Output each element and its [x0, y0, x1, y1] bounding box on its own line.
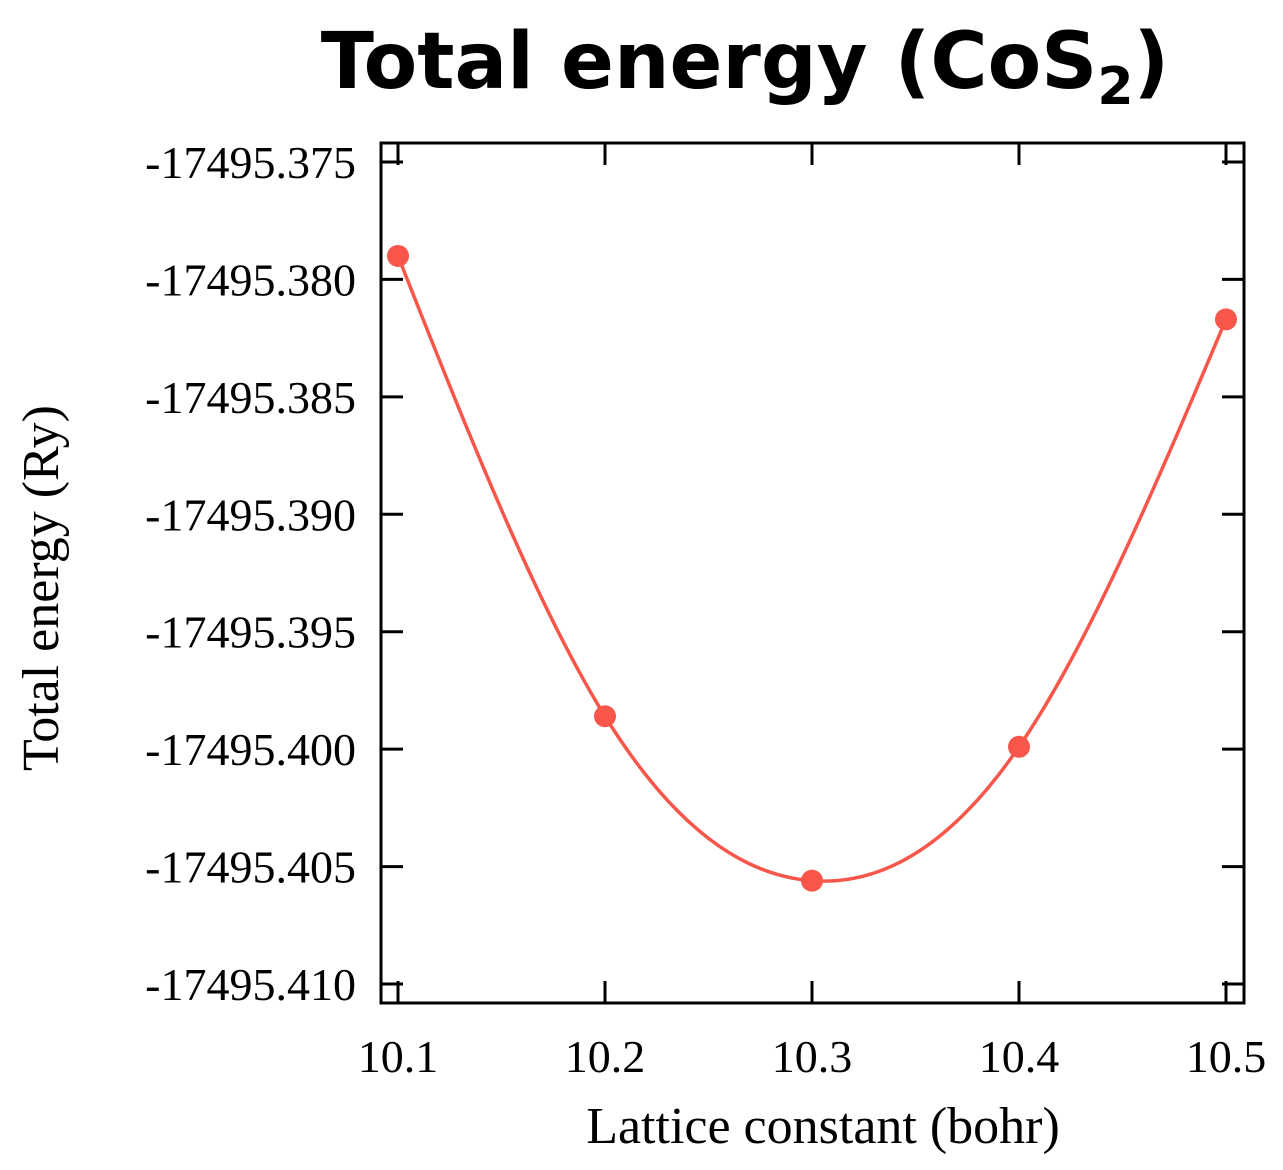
data-point	[1215, 308, 1237, 331]
data-point	[594, 705, 616, 728]
chart-title-close: )	[1134, 17, 1170, 107]
chart-title-main: Total energy (CoS	[321, 17, 1098, 107]
chart-title: Total energy (CoS2)	[321, 17, 1169, 117]
y-axis-label: Total energy (Ry)	[13, 405, 70, 771]
y-tick-label: -17495.400	[145, 724, 356, 775]
y-tick-label: -17495.385	[145, 372, 356, 423]
x-tick-label: 10.3	[772, 1031, 853, 1082]
data-point	[1008, 735, 1030, 758]
y-tick-label: -17495.410	[145, 959, 356, 1010]
x-axis-label: Lattice constant (bohr)	[586, 1098, 1060, 1155]
y-tick-label: -17495.395	[145, 607, 356, 658]
x-tick-label: 10.5	[1186, 1031, 1267, 1082]
y-tick-label: -17495.390	[145, 489, 356, 540]
axis-ticks: 10.1 10.2 10.3 10.4 10.5 -17495.375 -17495.380…	[145, 137, 1266, 1082]
fit-curve-layer	[396, 255, 1228, 883]
data-point	[801, 869, 823, 892]
x-tick-label: 10.4	[979, 1031, 1060, 1082]
x-tick-label: 10.2	[565, 1031, 646, 1082]
data-point	[387, 244, 409, 267]
data-points	[387, 244, 1237, 892]
y-tick-label: -17495.380	[145, 254, 356, 305]
y-tick-label: -17495.375	[145, 137, 356, 188]
x-tick-label: 10.1	[358, 1031, 439, 1082]
chart-title-subscript: 2	[1097, 57, 1133, 117]
fit-curve	[396, 255, 1228, 883]
y-tick-label: -17495.405	[145, 842, 356, 893]
